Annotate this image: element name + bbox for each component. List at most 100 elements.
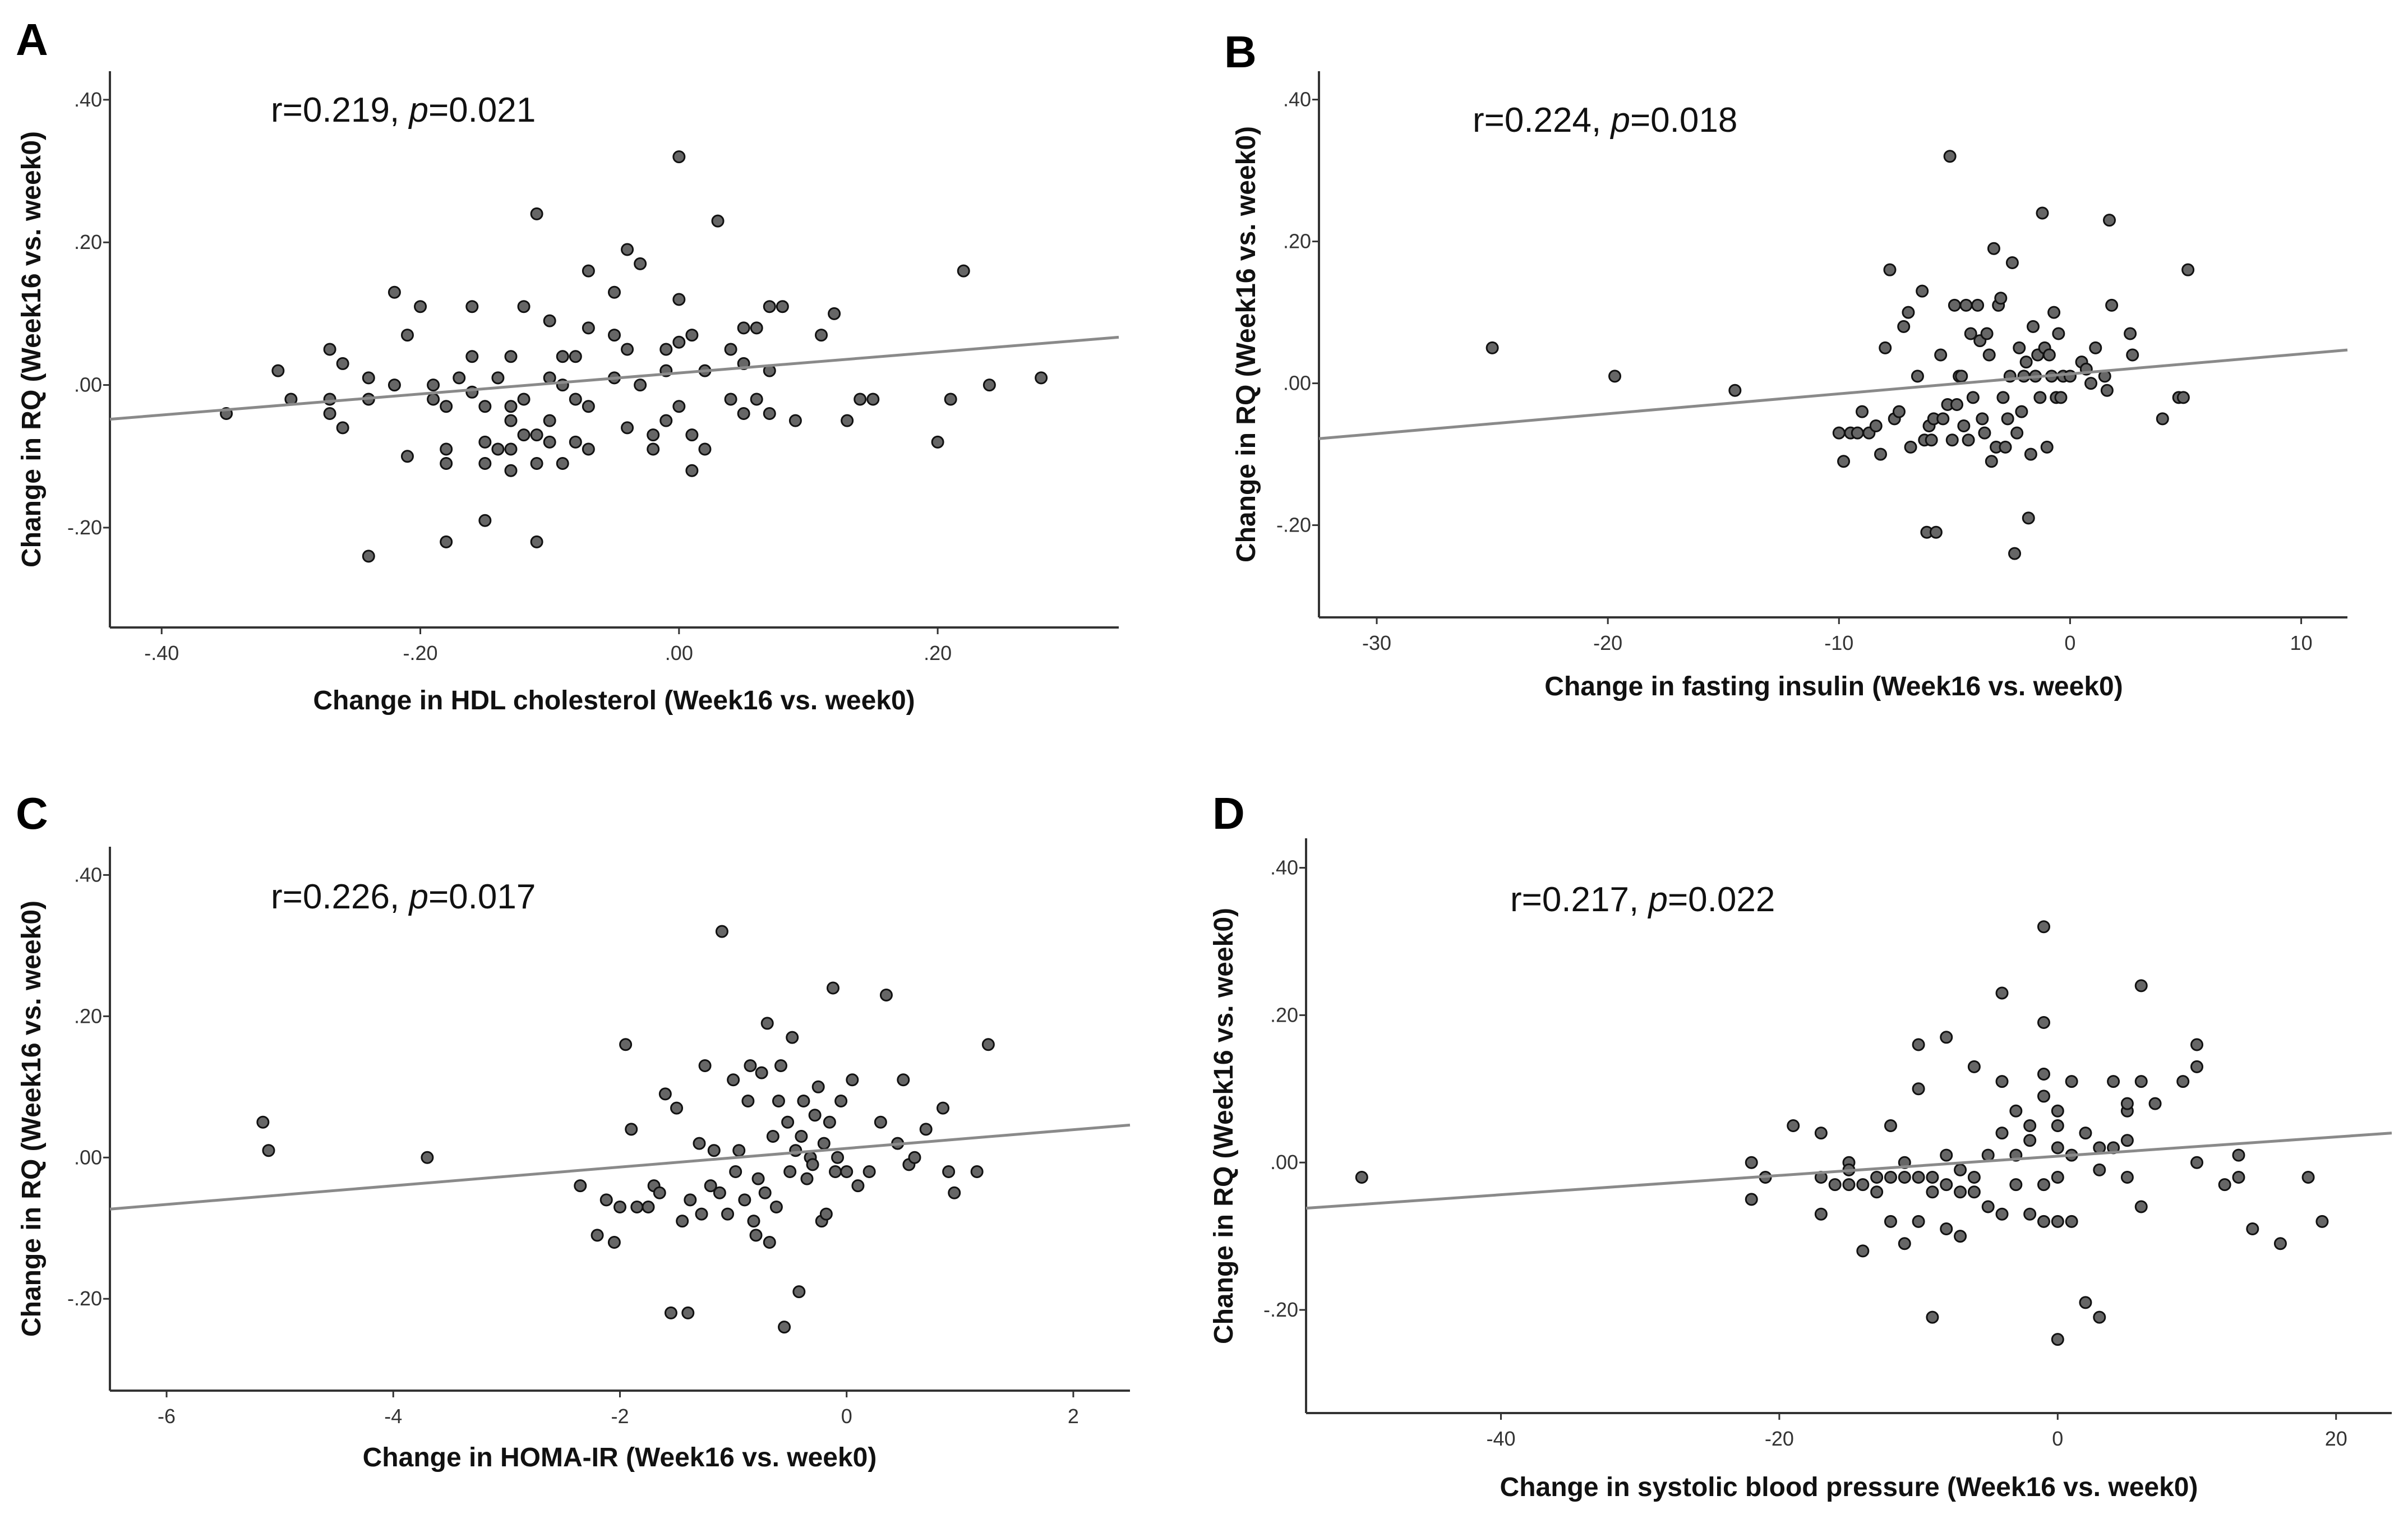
- data-point: [1856, 1178, 1870, 1192]
- data-point: [388, 285, 401, 299]
- data-point: [766, 1129, 779, 1143]
- data-point: [2190, 1038, 2204, 1051]
- data-point: [1954, 1230, 1967, 1243]
- data-point: [1486, 341, 1499, 354]
- data-point: [530, 428, 543, 442]
- data-point: [1856, 405, 1869, 418]
- data-point: [1962, 433, 1975, 447]
- data-point: [1982, 348, 1996, 362]
- x-tick-label: .20: [924, 641, 952, 664]
- panel-C: C -6 -4 -2 0 2 -.20 .00 .20 .40 r=0.226, p=0.017 Ch…: [16, 788, 1131, 1473]
- data-point: [672, 293, 686, 306]
- y-tick-label: -.20: [67, 1287, 102, 1310]
- panel-letter: B: [1224, 27, 1257, 77]
- y-tick-label: .00: [1283, 372, 1311, 395]
- data-point: [789, 1144, 802, 1157]
- data-point: [2036, 206, 2049, 220]
- data-point: [763, 1235, 776, 1249]
- x-tick-label: -40: [1486, 1427, 1515, 1450]
- data-point: [672, 335, 686, 349]
- data-point: [948, 1186, 961, 1199]
- data-point: [1950, 398, 1963, 412]
- data-point: [750, 321, 763, 335]
- data-point: [2010, 426, 2024, 440]
- data-point: [2024, 447, 2037, 461]
- data-point: [607, 1235, 621, 1249]
- data-point: [1929, 525, 1943, 539]
- x-axis-title: Change in HOMA-IR (Week16 vs. week0): [363, 1443, 877, 1473]
- data-point: [336, 357, 349, 370]
- data-point: [2037, 1178, 2050, 1192]
- data-point: [879, 989, 893, 1002]
- y-tick-label: .00: [74, 373, 102, 396]
- data-point: [362, 550, 375, 563]
- data-point: [1814, 1207, 1828, 1221]
- data-point: [2190, 1060, 2204, 1073]
- data-point: [684, 1193, 697, 1207]
- data-point: [817, 1137, 831, 1150]
- data-point: [2019, 356, 2033, 369]
- data-point: [2084, 377, 2098, 390]
- data-point: [1995, 1207, 2009, 1221]
- data-point: [1911, 370, 1924, 383]
- data-point: [1608, 370, 1622, 383]
- y-tick-label: .40: [1283, 88, 1311, 111]
- data-point: [440, 442, 453, 456]
- regression-line: [1306, 1132, 2392, 1210]
- data-point: [897, 1073, 910, 1087]
- data-point: [826, 981, 839, 995]
- data-point: [2065, 1215, 2078, 1228]
- data-point: [769, 1200, 783, 1213]
- panel-letter: A: [16, 15, 48, 64]
- data-point: [427, 393, 440, 406]
- data-point: [1964, 327, 1977, 340]
- data-point: [676, 1215, 689, 1228]
- data-point: [755, 1066, 768, 1079]
- data-point: [788, 414, 802, 427]
- regression-line: [109, 335, 1119, 421]
- data-point: [815, 329, 828, 342]
- y-axis-title: Change in RQ (Week16 vs. week0): [1209, 908, 1239, 1344]
- data-point: [2022, 511, 2035, 525]
- data-point: [1832, 426, 1846, 440]
- data-point: [783, 1165, 797, 1178]
- data-point: [2105, 298, 2119, 312]
- data-point: [781, 1115, 795, 1129]
- data-point: [608, 285, 621, 299]
- data-point: [582, 321, 595, 335]
- data-point: [599, 1193, 613, 1207]
- data-point: [1940, 1031, 1953, 1044]
- x-tick-label: -2: [611, 1405, 629, 1428]
- data-point: [841, 414, 854, 427]
- data-point: [715, 925, 728, 938]
- data-point: [2009, 1104, 2023, 1118]
- data-point: [806, 1158, 819, 1171]
- data-point: [659, 343, 673, 356]
- x-axis-title: Change in systolic blood pressure (Week1…: [1500, 1473, 2198, 1502]
- data-point: [981, 1038, 995, 1051]
- data-point: [851, 1179, 865, 1193]
- data-point: [1971, 298, 1985, 312]
- data-point: [2054, 391, 2068, 404]
- data-point: [2033, 391, 2047, 404]
- data-point: [323, 393, 336, 406]
- data-point: [1940, 1222, 1953, 1235]
- data-point: [1897, 320, 1911, 333]
- data-point: [831, 1151, 845, 1164]
- data-point: [2051, 1141, 2064, 1155]
- data-point: [1869, 419, 1883, 432]
- data-point: [530, 456, 543, 470]
- data-point: [517, 428, 531, 442]
- data-point: [698, 442, 712, 456]
- data-point: [478, 514, 492, 527]
- data-point: [2156, 412, 2169, 426]
- data-point: [1945, 433, 1959, 447]
- data-point: [721, 1207, 735, 1221]
- data-point: [672, 150, 686, 164]
- data-point: [2120, 1097, 2134, 1110]
- data-point: [1955, 370, 1968, 383]
- x-tick-label: -20: [1593, 631, 1622, 654]
- data-point: [1814, 1127, 1828, 1140]
- data-point: [1954, 1163, 1967, 1176]
